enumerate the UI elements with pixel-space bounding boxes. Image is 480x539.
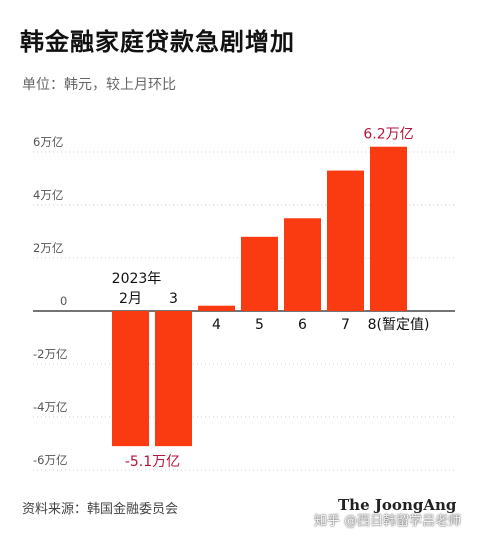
x-tick-label: 2月	[119, 291, 142, 307]
bar	[198, 305, 235, 311]
x-tick-label: 7	[341, 317, 350, 333]
bar	[241, 236, 278, 311]
y-tick-label: -2万亿	[33, 347, 67, 361]
year-label: 2023年	[112, 271, 162, 287]
bar	[327, 170, 364, 311]
unit-subtitle: 单位：韩元，较上月环比	[22, 77, 176, 93]
chart-title: 韩金融家庭贷款急剧增加	[20, 28, 295, 56]
x-tick-label: 8(暂定值)	[368, 317, 430, 333]
y-tick-label: -6万亿	[33, 453, 67, 467]
data-label: 6.2万亿	[363, 127, 413, 143]
source-note: 资料来源：韩国金融委员会	[22, 502, 179, 517]
watermark: 知乎 @西日韩留学吕老师	[314, 514, 462, 529]
x-tick-label: 5	[255, 317, 264, 333]
x-tick-label: 6	[298, 317, 307, 333]
bar	[112, 311, 149, 447]
y-tick-label: 4万亿	[33, 188, 63, 202]
x-tick-label: 3	[169, 291, 178, 307]
bar	[370, 146, 407, 311]
bar	[155, 311, 192, 447]
y-tick-label: 0	[60, 294, 67, 308]
publisher-logo: The JoongAng	[338, 496, 457, 514]
y-tick-label: 6万亿	[33, 135, 63, 149]
bar	[284, 218, 321, 311]
y-tick-label: 2万亿	[33, 241, 63, 255]
x-tick-label: 4	[212, 317, 221, 333]
y-tick-label: -4万亿	[33, 400, 67, 414]
data-label: -5.1万亿	[125, 454, 180, 470]
